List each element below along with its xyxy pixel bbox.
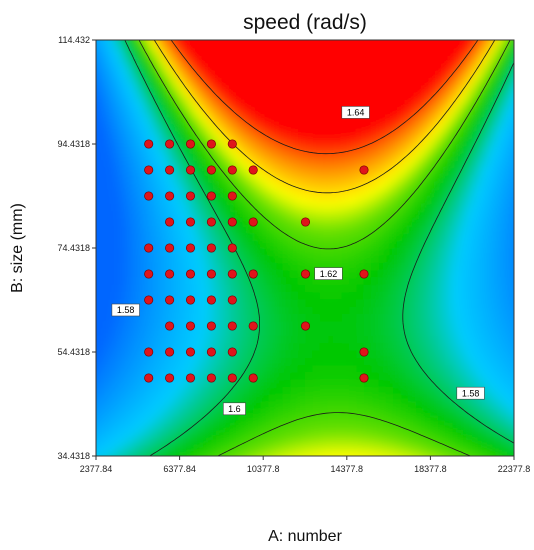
design-point — [144, 295, 154, 305]
design-point — [227, 217, 237, 227]
contour-line-1.6 — [138, 40, 511, 456]
y-tick-label: 54.4318 — [57, 347, 90, 357]
design-point — [248, 321, 258, 331]
design-point — [144, 165, 154, 175]
design-point — [185, 373, 196, 383]
design-point — [300, 321, 311, 331]
y-tick-label: 94.4318 — [57, 139, 90, 149]
design-point — [227, 269, 237, 279]
design-point — [206, 217, 216, 227]
design-point — [227, 191, 237, 201]
contour-label-2: 1.6 — [223, 402, 246, 416]
contour-labels: 1.58 1.58 1.6 1.62 1.64 — [111, 106, 485, 416]
design-point — [185, 165, 196, 175]
contour-label-text: 1.64 — [347, 108, 365, 118]
design-point — [300, 217, 311, 227]
design-point — [165, 139, 175, 149]
design-point — [165, 295, 175, 305]
design-point — [248, 373, 258, 383]
design-points — [144, 139, 369, 383]
x-axis-title: A: number — [268, 528, 342, 545]
contour-label-1: 1.58 — [456, 386, 485, 400]
design-point — [185, 321, 196, 331]
x-tick-label: 6377.84 — [163, 464, 196, 474]
design-point — [227, 295, 237, 305]
design-point — [227, 139, 237, 149]
design-point — [165, 269, 175, 279]
contour-label-0: 1.58 — [111, 303, 140, 317]
x-tick-label: 22377.8 — [498, 464, 531, 474]
design-point — [248, 217, 258, 227]
design-point — [165, 321, 175, 331]
y-tick-label: 34.4318 — [57, 451, 90, 461]
x-tick-label: 10377.8 — [247, 464, 280, 474]
design-point — [359, 373, 369, 383]
design-point — [206, 269, 216, 279]
contour-label-3: 1.62 — [314, 267, 343, 280]
design-point — [185, 295, 196, 305]
contour-label-text: 1.6 — [228, 404, 241, 414]
design-point — [185, 139, 196, 149]
design-point — [165, 165, 175, 175]
y-axis-title: B: size (mm) — [9, 203, 26, 293]
x-axis-ticks: 2377.84 6377.84 10377.8 14377.8 18377.8 22377… — [80, 456, 531, 474]
design-point — [165, 191, 175, 201]
design-point — [227, 347, 237, 357]
design-point — [144, 347, 154, 357]
contour-label-text: 1.58 — [117, 305, 135, 315]
design-point — [300, 269, 311, 279]
design-point — [185, 191, 196, 201]
design-point — [206, 243, 216, 253]
design-point — [144, 243, 154, 253]
contour-label-4: 1.64 — [341, 106, 370, 119]
design-point — [206, 191, 216, 201]
contour-label-text: 1.58 — [462, 388, 480, 398]
design-point — [165, 347, 175, 357]
design-point — [206, 165, 216, 175]
design-point — [227, 321, 237, 331]
design-point — [165, 217, 175, 227]
x-tick-label: 14377.8 — [331, 464, 364, 474]
y-tick-label: 114.432 — [58, 35, 90, 45]
design-point — [144, 139, 154, 149]
design-point — [359, 165, 369, 175]
design-point — [185, 217, 196, 227]
design-point — [248, 165, 258, 175]
design-point — [227, 373, 237, 383]
design-point — [185, 347, 196, 357]
design-point — [185, 243, 196, 253]
design-point — [165, 243, 175, 253]
design-point — [359, 269, 369, 279]
y-tick-label: 74.4318 — [57, 243, 90, 253]
y-axis-ticks: 34.4318 54.4318 74.4318 94.4318 114.432 — [57, 35, 96, 461]
contour-label-text: 1.62 — [320, 269, 338, 279]
design-point — [144, 191, 154, 201]
design-point — [206, 139, 216, 149]
design-point — [206, 295, 216, 305]
design-point — [206, 373, 216, 383]
design-point — [227, 243, 237, 253]
design-point — [165, 373, 175, 383]
design-point — [144, 269, 154, 279]
x-tick-label: 18377.8 — [414, 464, 447, 474]
design-point — [248, 269, 258, 279]
design-point — [206, 321, 216, 331]
design-point — [227, 165, 237, 175]
design-point — [359, 347, 369, 357]
design-point — [144, 373, 154, 383]
design-point — [206, 347, 216, 357]
design-point — [185, 269, 196, 279]
chart-title: speed (rad/s) — [243, 11, 367, 34]
x-tick-label: 2377.84 — [80, 464, 113, 474]
